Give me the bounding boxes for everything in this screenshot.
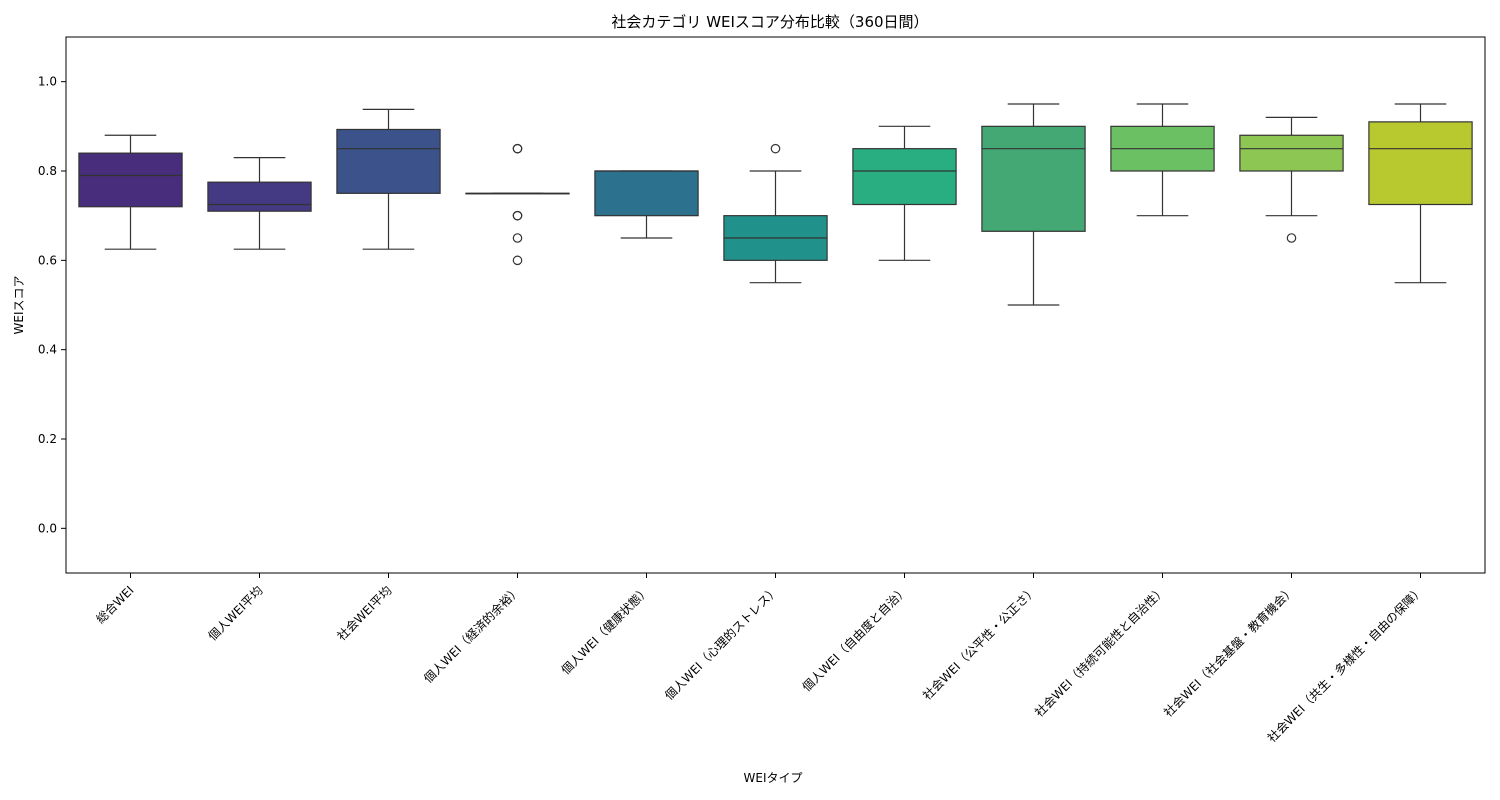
outlier-point bbox=[512, 255, 523, 266]
x-category-label: 社会WEI平均 bbox=[334, 583, 395, 644]
y-axis: 0.0 0.2 0.4 0.6 0.8 1.0 bbox=[38, 75, 66, 535]
iqr-box bbox=[594, 170, 699, 217]
box-series-item bbox=[981, 103, 1086, 306]
box-series-item bbox=[723, 143, 828, 284]
x-category-label: 個人WEI（経済的余裕） bbox=[420, 583, 523, 686]
box-series-item bbox=[594, 170, 699, 239]
x-category-label: 個人WEI（心理的ストレス） bbox=[661, 583, 781, 703]
box-series-item bbox=[1110, 103, 1215, 217]
x-axis: 総合WEI 個人WEI平均 社会WEI平均 個人WEI（経済的余裕） 個人WEI（健康状… bbox=[93, 573, 1427, 745]
boxes-group bbox=[78, 103, 1473, 306]
iqr-box bbox=[336, 128, 441, 194]
iqr-box bbox=[981, 125, 1086, 232]
x-category-label: 総合WEI bbox=[93, 583, 137, 627]
box-series-item bbox=[1368, 103, 1473, 284]
y-tick-label: 0.0 bbox=[38, 521, 57, 535]
box-series-item bbox=[1239, 116, 1344, 243]
y-tick-label: 1.0 bbox=[38, 75, 57, 89]
x-category-label: 社会WEI（持続可能性と自治性） bbox=[1031, 583, 1168, 720]
y-tick-label: 0.4 bbox=[38, 343, 57, 357]
x-category-label: 社会WEI（公平性・公正さ） bbox=[919, 583, 1039, 703]
box-series-item bbox=[852, 125, 957, 261]
box-series-item bbox=[465, 143, 570, 266]
y-axis-label: WEIスコア bbox=[12, 276, 26, 335]
iqr-box bbox=[852, 148, 957, 206]
x-category-label: 個人WEI（自由度と自治） bbox=[799, 583, 911, 695]
outlier-point bbox=[770, 143, 781, 154]
iqr-box bbox=[207, 181, 312, 212]
y-tick-label: 0.6 bbox=[38, 253, 57, 267]
x-category-label: 個人WEI平均 bbox=[206, 583, 266, 643]
box-series-item bbox=[336, 108, 441, 250]
x-category-label: 個人WEI（健康状態） bbox=[558, 583, 653, 678]
iqr-box bbox=[1368, 121, 1473, 206]
chart-title: 社会カテゴリ WEIスコア分布比較（360日間） bbox=[611, 13, 928, 31]
outlier-point bbox=[1286, 233, 1297, 243]
x-category-label: 社会WEI（社会基盤・教育機会） bbox=[1160, 583, 1297, 720]
outlier-point bbox=[512, 210, 523, 221]
y-tick-label: 0.8 bbox=[38, 164, 57, 178]
y-tick-label: 0.2 bbox=[38, 432, 57, 446]
x-category-label: 社会WEI（共生・多様性・自由の保障） bbox=[1264, 583, 1427, 746]
box-series-item bbox=[78, 134, 183, 250]
outlier-point bbox=[512, 143, 523, 154]
x-axis-label: WEIタイプ bbox=[744, 771, 803, 785]
outlier-point bbox=[512, 233, 523, 243]
iqr-box bbox=[78, 152, 183, 208]
iqr-box bbox=[1239, 134, 1344, 172]
box-series-item bbox=[207, 157, 312, 250]
